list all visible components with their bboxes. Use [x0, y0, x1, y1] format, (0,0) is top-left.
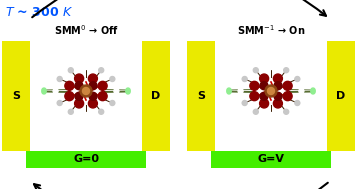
Bar — [142, 41, 170, 151]
Circle shape — [89, 82, 97, 90]
Text: S: S — [12, 91, 20, 101]
Circle shape — [57, 77, 62, 81]
Circle shape — [98, 92, 107, 101]
Circle shape — [250, 81, 259, 90]
Circle shape — [42, 90, 46, 94]
Circle shape — [98, 81, 107, 90]
Circle shape — [227, 90, 231, 94]
Circle shape — [75, 82, 83, 90]
Circle shape — [253, 109, 258, 114]
Bar — [187, 41, 215, 151]
Circle shape — [311, 88, 315, 92]
Circle shape — [268, 64, 273, 70]
Circle shape — [99, 68, 104, 73]
Circle shape — [227, 88, 231, 92]
Circle shape — [89, 99, 97, 108]
Circle shape — [265, 85, 277, 97]
Circle shape — [42, 89, 46, 93]
Circle shape — [82, 88, 90, 94]
Circle shape — [284, 109, 289, 114]
Circle shape — [126, 88, 130, 92]
Circle shape — [42, 88, 46, 92]
Circle shape — [267, 88, 275, 94]
Circle shape — [250, 92, 259, 101]
Circle shape — [284, 68, 289, 73]
Bar — [211, 151, 331, 168]
Circle shape — [295, 77, 300, 81]
Circle shape — [311, 90, 315, 94]
Circle shape — [311, 89, 315, 93]
Circle shape — [68, 109, 73, 114]
Circle shape — [242, 101, 247, 105]
Circle shape — [75, 74, 84, 83]
Circle shape — [273, 74, 282, 83]
Circle shape — [84, 64, 89, 70]
Circle shape — [114, 88, 119, 94]
Circle shape — [75, 92, 83, 100]
Circle shape — [65, 81, 74, 90]
Circle shape — [110, 101, 115, 105]
Circle shape — [253, 68, 258, 73]
Circle shape — [126, 90, 130, 94]
Text: S: S — [197, 91, 205, 101]
Bar — [2, 41, 30, 151]
Circle shape — [80, 85, 92, 97]
Circle shape — [238, 88, 243, 94]
Circle shape — [283, 92, 292, 101]
Circle shape — [260, 92, 268, 100]
Circle shape — [242, 77, 247, 81]
Circle shape — [283, 81, 292, 90]
Circle shape — [84, 112, 89, 118]
Circle shape — [89, 74, 97, 83]
Bar — [327, 41, 355, 151]
Text: D: D — [151, 91, 161, 101]
Circle shape — [274, 92, 282, 100]
Circle shape — [299, 88, 304, 94]
Circle shape — [227, 89, 231, 93]
Text: G=V: G=V — [257, 154, 285, 164]
Circle shape — [295, 101, 300, 105]
Circle shape — [99, 109, 104, 114]
Circle shape — [75, 99, 84, 108]
Circle shape — [110, 77, 115, 81]
Text: G=0: G=0 — [73, 154, 99, 164]
Circle shape — [53, 88, 58, 94]
Circle shape — [273, 99, 282, 108]
Circle shape — [89, 92, 97, 100]
Circle shape — [65, 92, 74, 101]
Circle shape — [68, 68, 73, 73]
Bar — [26, 151, 146, 168]
Circle shape — [126, 89, 130, 93]
Text: SMM$^{-1}$ → On: SMM$^{-1}$ → On — [237, 23, 305, 37]
Text: SMM$^0$ → Off: SMM$^0$ → Off — [54, 23, 119, 37]
Circle shape — [260, 74, 268, 83]
Circle shape — [260, 82, 268, 90]
Circle shape — [57, 101, 62, 105]
Text: $\it{T}$ ~ 300 $\it{K}$: $\it{T}$ ~ 300 $\it{K}$ — [5, 6, 73, 19]
Text: D: D — [336, 91, 346, 101]
Circle shape — [268, 112, 273, 118]
Circle shape — [260, 99, 268, 108]
Circle shape — [274, 82, 282, 90]
